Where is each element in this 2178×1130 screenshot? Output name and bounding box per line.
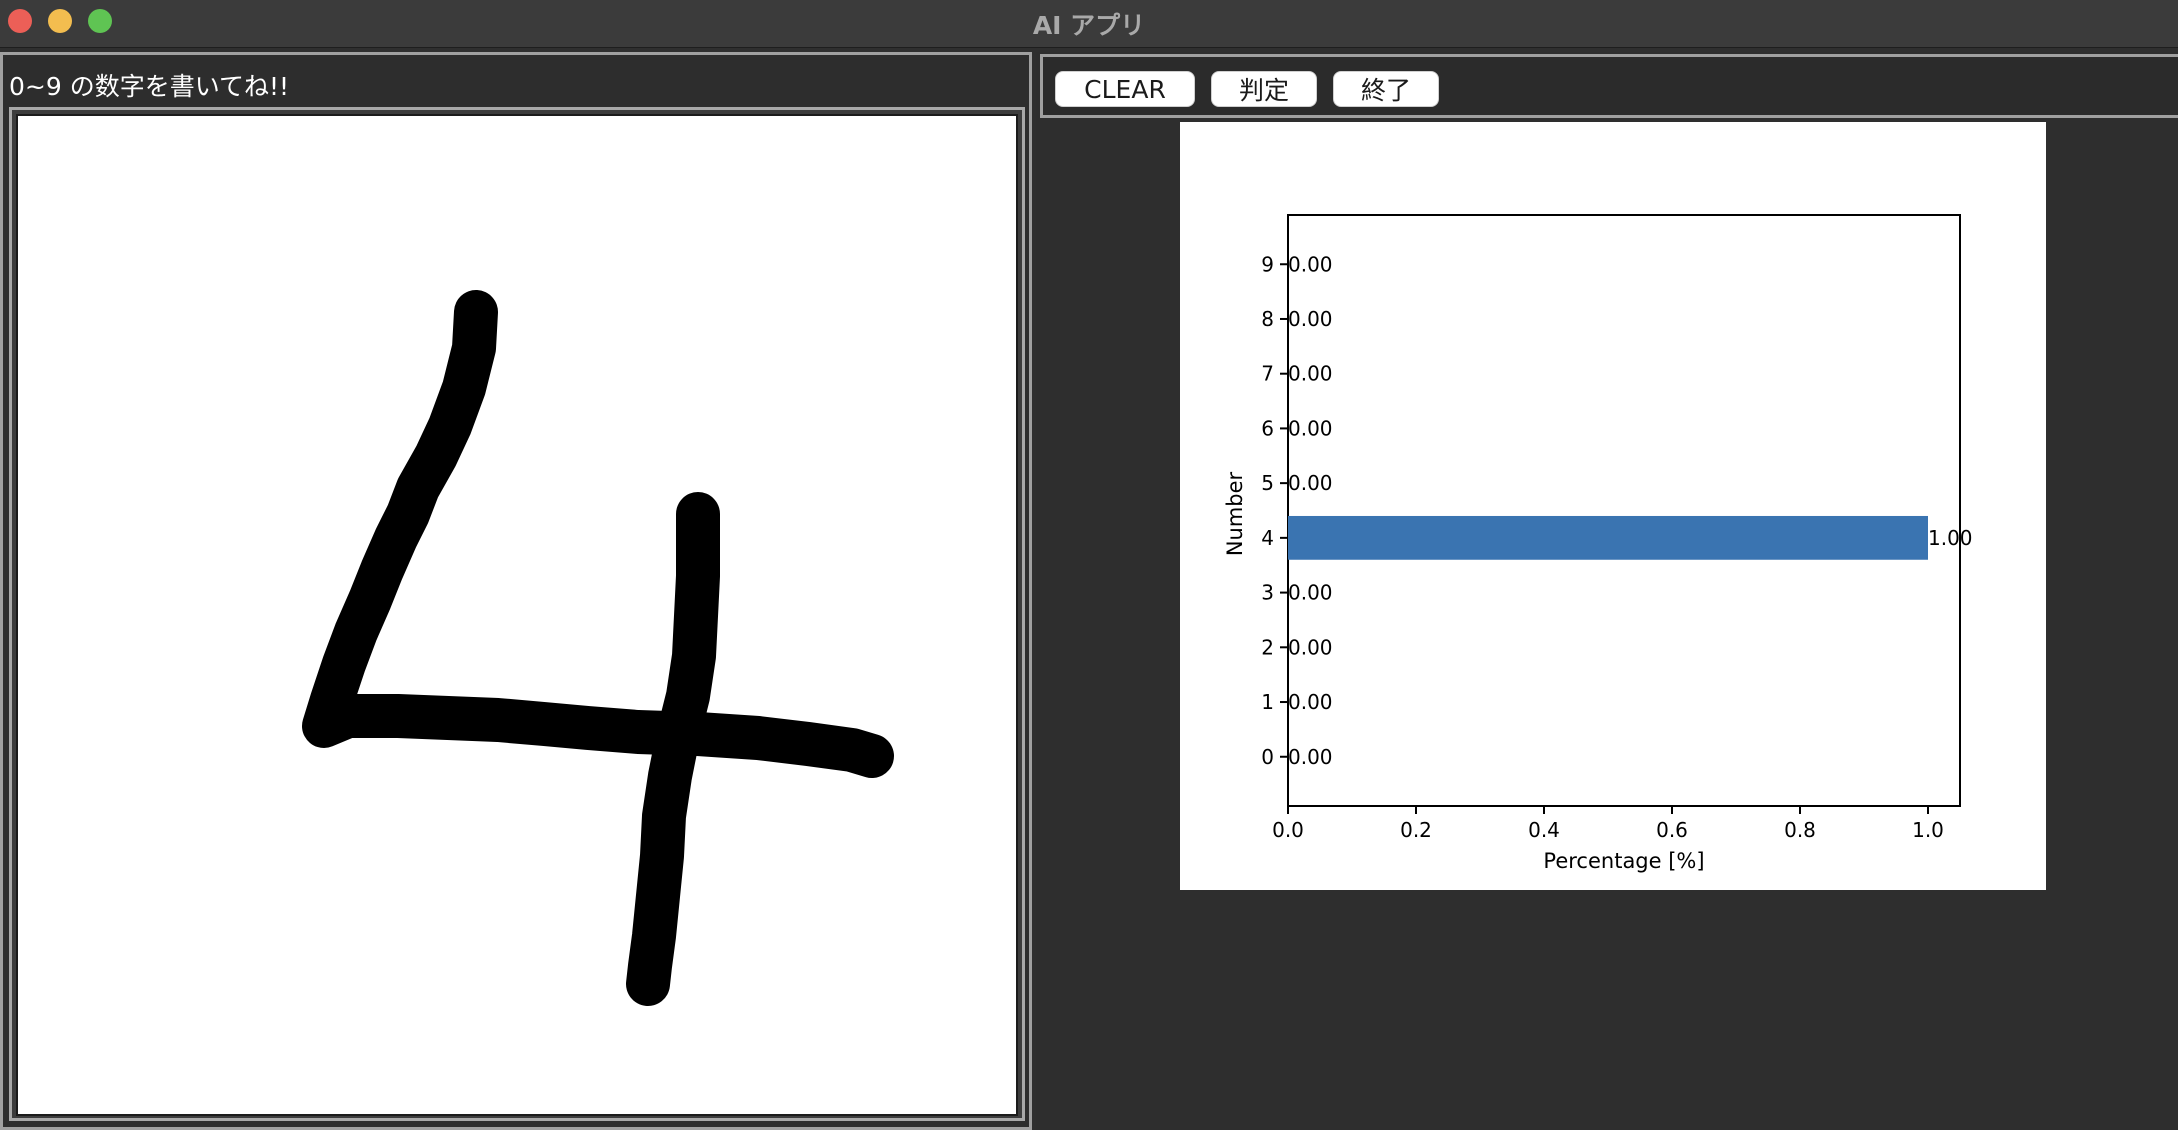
close-window-icon[interactable] (8, 9, 32, 33)
x-axis-label: Percentage [%] (1543, 849, 1704, 873)
x-tick-label-0: 0.0 (1272, 818, 1304, 842)
title-bar: AI アプリ (0, 0, 2178, 48)
exit-button[interactable]: 終了 (1333, 71, 1439, 107)
x-tick-label-3: 0.6 (1656, 818, 1688, 842)
y-tick-label-9: 9 (1261, 252, 1274, 276)
value-label-9: 0.00 (1288, 252, 1333, 276)
handwritten-digit (302, 290, 894, 1006)
value-label-7: 0.00 (1288, 362, 1333, 386)
window-title: AI アプリ (1032, 11, 1146, 40)
value-label-2: 0.00 (1288, 635, 1333, 659)
y-tick-label-3: 3 (1261, 581, 1274, 605)
value-label-4: 1.00 (1928, 526, 1973, 550)
y-ticks-group: 0 1 2 3 4 5 6 7 8 9 (1261, 252, 1288, 769)
drawing-canvas[interactable] (16, 114, 1018, 1116)
y-tick-label-2: 2 (1261, 635, 1274, 659)
y-tick-label-7: 7 (1261, 362, 1274, 386)
x-tick-label-1: 0.2 (1400, 818, 1432, 842)
value-label-5: 0.00 (1288, 471, 1333, 495)
minimize-window-icon[interactable] (48, 9, 72, 33)
instruction-label: 0~9 の数字を書いてね!! (9, 72, 290, 101)
value-label-1: 0.00 (1288, 690, 1333, 714)
bars-group (1288, 515, 1928, 560)
y-tick-label-6: 6 (1261, 416, 1274, 440)
x-ticks-group: 0.0 0.2 0.4 0.6 0.8 1.0 (1272, 806, 1944, 842)
bar-4 (1288, 515, 1928, 560)
maximize-window-icon[interactable] (88, 9, 112, 33)
value-label-8: 0.00 (1288, 307, 1333, 331)
value-label-0: 0.00 (1288, 745, 1333, 769)
x-tick-label-2: 0.4 (1528, 818, 1560, 842)
result-panel: CLEAR 判定 終了 0 1 2 3 4 5 6 7 8 9 0.0 0.2 0.4 0.6 0.8 1.… (1036, 52, 2178, 1130)
y-axis-label: Number (1223, 471, 1247, 556)
drawing-canvas-frame (9, 107, 1025, 1121)
clear-button[interactable]: CLEAR (1055, 71, 1195, 107)
toolbar: CLEAR 判定 終了 (1040, 54, 2178, 118)
plot-area (1287, 214, 1961, 807)
value-label-3: 0.00 (1288, 581, 1333, 605)
drawing-panel: 0~9 の数字を書いてね!! (0, 52, 1032, 1130)
y-tick-label-4: 4 (1261, 526, 1274, 550)
x-tick-label-5: 1.0 (1912, 818, 1944, 842)
x-tick-label-4: 0.8 (1784, 818, 1816, 842)
y-tick-label-5: 5 (1261, 471, 1274, 495)
value-label-6: 0.00 (1288, 416, 1333, 440)
judge-button[interactable]: 判定 (1211, 71, 1317, 107)
y-tick-label-8: 8 (1261, 307, 1274, 331)
y-tick-label-1: 1 (1261, 690, 1274, 714)
value-labels-group: 0.00 0.00 0.00 0.00 1.00 0.00 0.00 0.00 0.00 0.00 (1288, 252, 1973, 769)
y-tick-label-0: 0 (1261, 745, 1274, 769)
